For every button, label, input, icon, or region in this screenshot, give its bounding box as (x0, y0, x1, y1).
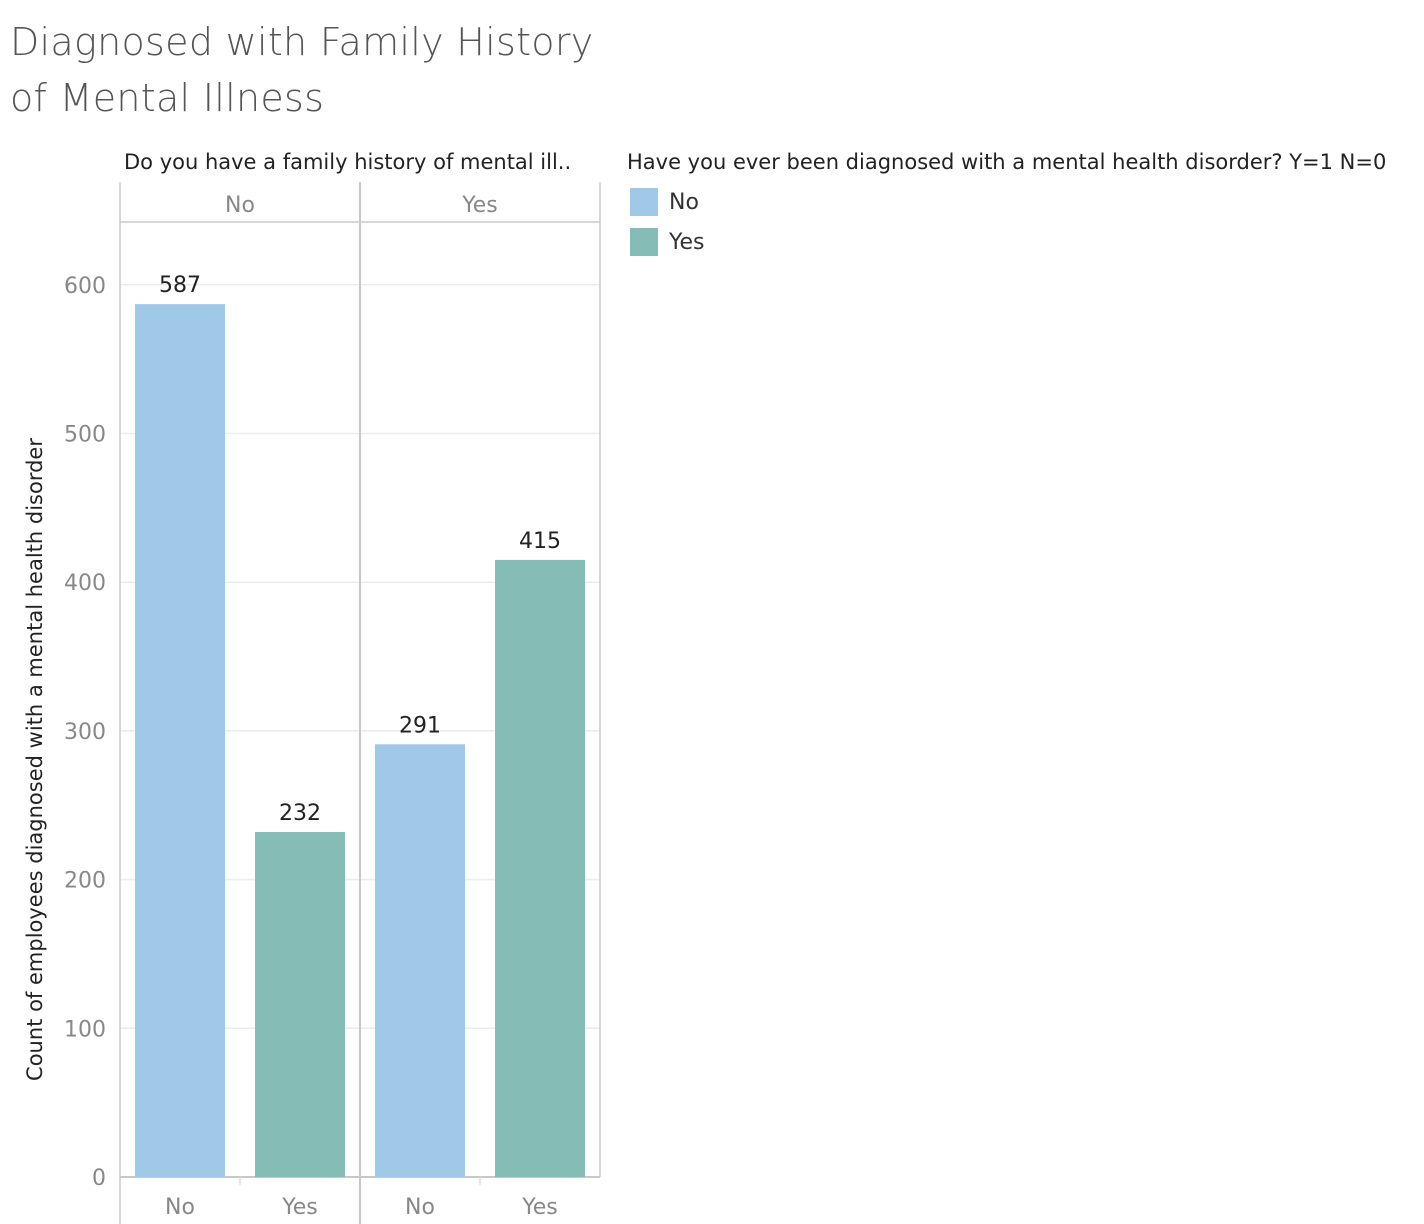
y-tick-label: 600 (64, 274, 106, 299)
y-axis-label: Count of employees diagnosed with a ment… (23, 438, 47, 1081)
legend-swatch-yes (630, 228, 658, 256)
y-tick-label: 200 (64, 869, 106, 894)
y-tick-label: 0 (92, 1166, 106, 1191)
bar (375, 744, 465, 1177)
x-tick-label: No (405, 1195, 435, 1220)
data-label: 587 (159, 273, 201, 298)
data-label: 415 (519, 529, 561, 554)
y-tick-label: 100 (64, 1017, 106, 1042)
y-tick-label: 500 (64, 423, 106, 448)
legend-swatch-no (630, 188, 658, 216)
pane-header-yes: Yes (461, 193, 498, 218)
y-tick-label: 300 (64, 720, 106, 745)
bar (255, 832, 345, 1177)
legend-item-yes[interactable]: Yes (627, 222, 1386, 262)
bar (495, 559, 585, 1177)
column-header-title: Do you have a family history of mental i… (124, 150, 572, 174)
legend: Have you ever been diagnosed with a ment… (627, 150, 1386, 262)
pane-header-no: No (225, 193, 255, 218)
legend-label-yes: Yes (669, 229, 705, 255)
data-label: 291 (399, 713, 441, 738)
x-tick-label: Yes (281, 1195, 318, 1220)
legend-title: Have you ever been diagnosed with a ment… (627, 150, 1387, 174)
x-tick-label: No (165, 1195, 195, 1220)
chart-title: Diagnosed with Family History of Mental … (10, 20, 594, 120)
data-label: 232 (279, 801, 321, 826)
y-tick-label: 400 (64, 571, 106, 596)
legend-item-no[interactable]: No (627, 182, 1386, 222)
bar (135, 304, 225, 1178)
x-tick-label: Yes (521, 1195, 558, 1220)
legend-label-no: No (669, 189, 699, 215)
